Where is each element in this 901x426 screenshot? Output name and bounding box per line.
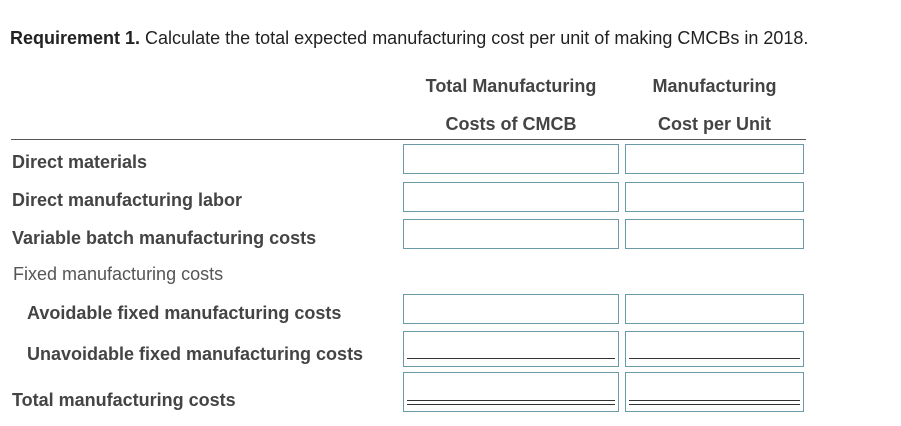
total-manufacturing-total-input[interactable] [403,372,619,412]
avoidable-fixed-per-unit-input[interactable] [625,294,804,324]
header-divider [11,139,806,140]
row-label-unavoidable-fixed-costs: Unavoidable fixed manufacturing costs [27,344,364,364]
avoidable-fixed-total-input[interactable] [403,294,619,324]
requirement-text: Requirement 1. Calculate the total expec… [10,28,808,49]
unavoidable-fixed-per-unit-input[interactable] [625,331,804,367]
requirement-instruction: Calculate the total expected manufacturi… [140,28,809,48]
row-label-total-manufacturing-costs: Total manufacturing costs [12,390,236,410]
direct-materials-total-input[interactable] [403,144,619,174]
column-header-total-line2: Costs of CMCB [445,114,577,134]
variable-batch-per-unit-input[interactable] [625,219,804,249]
variable-batch-total-input[interactable] [403,219,619,249]
column-header-total-line1: Total Manufacturing [425,76,597,96]
total-double-underline-per-unit [629,400,800,405]
direct-materials-per-unit-input[interactable] [625,144,804,174]
total-manufacturing-per-unit-input[interactable] [625,372,804,412]
row-label-variable-batch-costs: Variable batch manufacturing costs [12,228,317,248]
row-label-direct-manufacturing-labor: Direct manufacturing labor [12,190,243,210]
row-label-fixed-manufacturing-costs: Fixed manufacturing costs [13,264,224,284]
requirement-label: Requirement 1. [10,28,141,48]
row-label-avoidable-fixed-costs: Avoidable fixed manufacturing costs [27,303,342,323]
direct-labor-per-unit-input[interactable] [625,182,804,212]
total-double-underline-total [407,400,615,405]
direct-labor-total-input[interactable] [403,182,619,212]
row-label-direct-materials: Direct materials [12,152,148,172]
column-header-unit-line2: Cost per Unit [657,114,771,134]
unavoidable-fixed-total-input[interactable] [403,331,619,367]
column-header-unit-line1: Manufacturing [652,76,777,96]
subtotal-underline-per-unit [629,358,800,359]
subtotal-underline-total [407,358,615,359]
